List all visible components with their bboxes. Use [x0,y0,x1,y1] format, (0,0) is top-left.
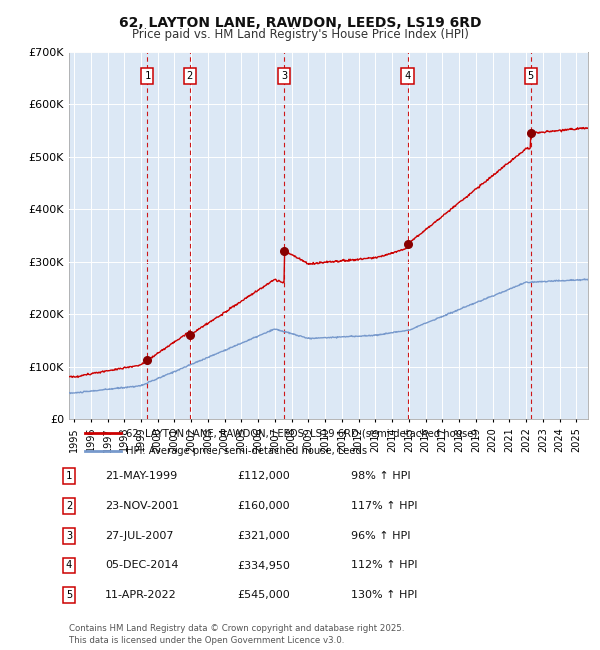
Text: 62, LAYTON LANE, RAWDON, LEEDS, LS19 6RD: 62, LAYTON LANE, RAWDON, LEEDS, LS19 6RD [119,16,481,31]
Text: 3: 3 [66,530,72,541]
Text: 4: 4 [66,560,72,571]
Text: 1: 1 [66,471,72,481]
Text: 5: 5 [66,590,72,601]
Text: £112,000: £112,000 [237,471,290,481]
Text: 3: 3 [281,71,287,81]
Text: 27-JUL-2007: 27-JUL-2007 [105,530,173,541]
Text: 98% ↑ HPI: 98% ↑ HPI [351,471,410,481]
Text: £321,000: £321,000 [237,530,290,541]
Text: 21-MAY-1999: 21-MAY-1999 [105,471,177,481]
Text: HPI: Average price, semi-detached house, Leeds: HPI: Average price, semi-detached house,… [126,446,367,456]
Text: £160,000: £160,000 [237,500,290,511]
Text: 11-APR-2022: 11-APR-2022 [105,590,177,601]
Text: £545,000: £545,000 [237,590,290,601]
Text: 4: 4 [404,71,410,81]
Text: 5: 5 [527,71,534,81]
Text: 62, LAYTON LANE, RAWDON, LEEDS, LS19 6RD (semi-detached house): 62, LAYTON LANE, RAWDON, LEEDS, LS19 6RD… [126,428,478,439]
Text: Price paid vs. HM Land Registry's House Price Index (HPI): Price paid vs. HM Land Registry's House … [131,28,469,41]
Text: 130% ↑ HPI: 130% ↑ HPI [351,590,418,601]
Text: 23-NOV-2001: 23-NOV-2001 [105,500,179,511]
Text: Contains HM Land Registry data © Crown copyright and database right 2025.
This d: Contains HM Land Registry data © Crown c… [69,624,404,645]
Text: 112% ↑ HPI: 112% ↑ HPI [351,560,418,571]
Text: 2: 2 [187,71,193,81]
Text: 05-DEC-2014: 05-DEC-2014 [105,560,179,571]
Text: £334,950: £334,950 [237,560,290,571]
Text: 117% ↑ HPI: 117% ↑ HPI [351,500,418,511]
Text: 96% ↑ HPI: 96% ↑ HPI [351,530,410,541]
Text: 2: 2 [66,500,72,511]
Text: 1: 1 [144,71,151,81]
